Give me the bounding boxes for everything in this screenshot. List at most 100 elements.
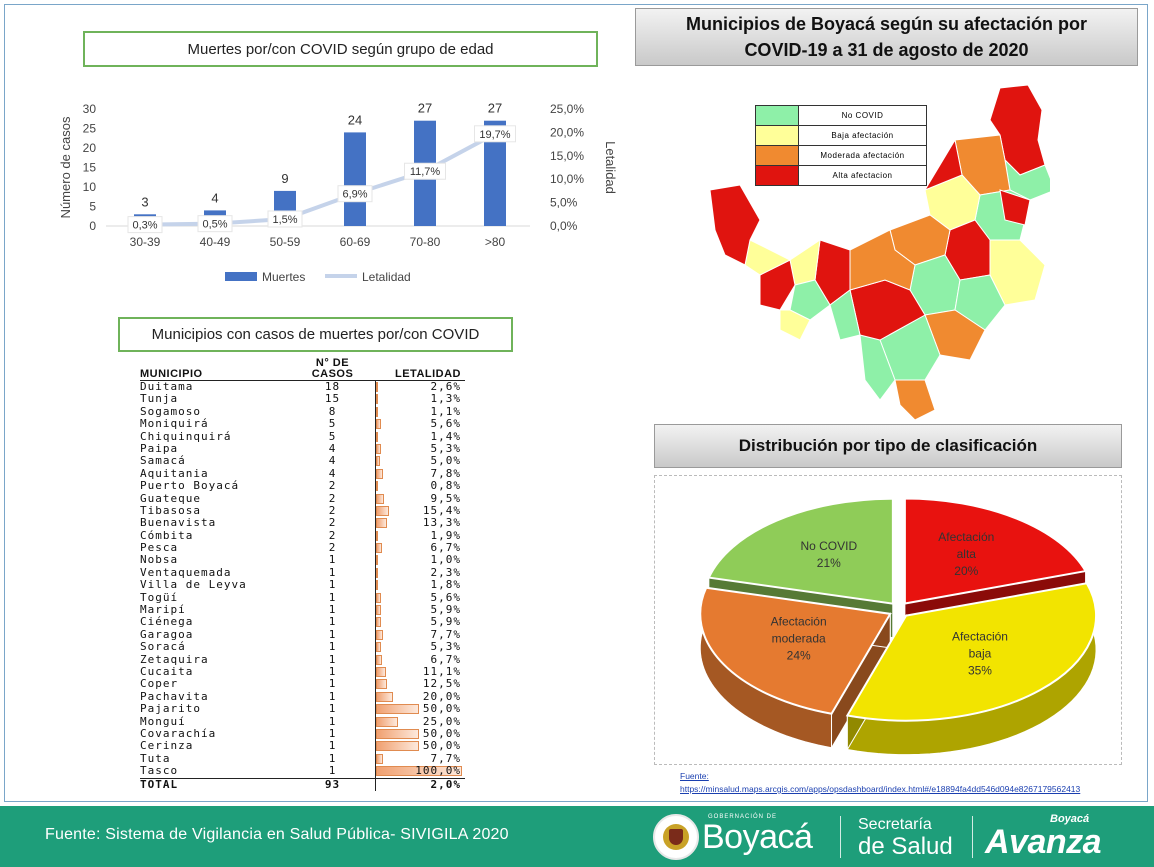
legend-swatch-letalidad [325,274,357,278]
map-legend: No COVID Baja afectación Moderada afectaci… [755,105,927,186]
letalidad-databar [376,493,385,504]
pie-label: baja [969,646,992,660]
map-region-west-5 [789,279,831,321]
table-row: Puerto Boyacá 2 0,8% [140,479,465,493]
municipio-cell: Villa de Leyva [140,578,247,592]
line-value-label: 11,7% [410,166,441,178]
bar-value-label: 27 [488,101,502,116]
letalidad-cell: 1,1% [375,405,463,419]
municipio-cell: Tibasosa [140,503,201,517]
municipio-cell: Pachavita [140,689,209,703]
casos-cell: 2 [328,541,337,555]
casos-cell: 1 [328,603,337,617]
pie-slice [699,586,892,715]
municipio-cell: Moniquirá [140,417,209,431]
map-title-text: Municipios de Boyacá según su afectación… [685,14,1088,60]
boyaca-logo-text: Boyacá [702,818,813,856]
map-region-north-west [923,138,963,192]
map-region-far-west [709,184,761,266]
casos-cell: 2 [328,516,337,530]
casos-cell: 1 [328,714,337,728]
letalidad-value: 5,3% [430,441,461,455]
x-tick-label: 60-69 [340,235,371,249]
municipio-cell: Paipa [140,441,179,455]
bar-chart-title-text: Muertes por/con COVID según grupo de eda… [187,40,494,58]
avanza-top-text: Boyacá [1050,813,1090,825]
map-legend-label: Moderada afectación [820,151,905,160]
pie-slice [903,497,1088,605]
letalidad-databar [376,592,381,603]
casos-cell: 1 [328,764,337,778]
pie-label: 35% [968,663,992,677]
casos-cell: 5 [328,417,337,431]
table-row: Buenavista 2 13,3% [140,516,465,530]
letalidad-cell: 6,7% [375,652,463,666]
letalidad-databar [376,481,378,492]
municipio-cell: Puerto Boyacá [140,479,240,493]
table-row: Pesca 2 6,7% [140,541,465,555]
letalidad-cell: 50,0% [375,702,463,716]
casos-cell: 1 [328,702,337,716]
letalidad-value: 9,5% [430,491,461,505]
municipio-cell: Sogamoso [140,404,201,418]
letalidad-databar [376,580,378,591]
x-tick-label: 70-80 [410,235,441,249]
col-casos-header-line2: CASOS [311,368,354,380]
y-tick-label: 15 [83,161,97,175]
letalidad-databar [376,382,379,392]
table-row: Pajarito 1 50,0% [140,702,465,716]
municipio-cell: Togüí [140,590,179,604]
table-row: Pachavita 1 20,0% [140,689,465,704]
line-label-box [474,125,516,143]
pie-slice [845,582,1098,722]
table-row: Guateque 2 9,5% [140,491,465,505]
letalidad-value: 6,7% [430,652,461,666]
casos-cell: 4 [328,441,337,455]
bar-muertes [344,132,366,226]
map-legend-item: Alta afectacion [756,166,926,185]
letalidad-cell: 0,8% [375,479,463,493]
casos-cell: 1 [328,739,337,753]
map-legend-item: No COVID [756,106,926,126]
table-row: Tunja 15 1,3% [140,392,465,406]
footer-bar: Fuente: Sistema de Vigilancia en Salud P… [0,806,1154,867]
letalidad-value: 1,9% [430,528,461,542]
letalidad-cell: 1,4% [375,429,463,443]
y2-tick-label: 0,0% [550,219,578,233]
y-tick-label: 0 [89,219,96,233]
letalidad-value: 50,0% [422,739,461,753]
table-title-text: Municipios con casos de muertes por/con … [151,326,480,343]
letalidad-cell: 7,8% [375,466,463,481]
letalidad-value: 15,4% [422,503,461,517]
table-total-row: TOTAL 93 2,0% [140,777,465,791]
bar-value-label: 27 [418,101,432,116]
gobernacion-text: GOBERNACIÓN DE [708,814,778,820]
table-row: Soracá 1 5,3% [140,640,465,654]
letalidad-value: 1,4% [430,429,461,443]
letalidad-databar [376,518,388,529]
casos-cell: 4 [328,454,337,468]
casos-cell: 1 [328,565,337,579]
letalidad-databar [376,555,378,566]
deaths-table: MUNICIPIO N° DE CASOS LETALIDAD Duitama 1… [140,355,465,791]
letalidad-cell: 1,9% [375,528,463,543]
casos-cell: 8 [328,404,337,418]
source-url-link[interactable]: https://minsalud.maps.arcgis.com/apps/op… [680,784,1081,794]
letalidad-value: 5,6% [430,417,461,431]
y-axis-title: Número de casos [60,116,73,218]
municipio-cell: Cómbita [140,528,194,542]
letalidad-databar [376,642,381,653]
letalidad-databar [376,394,378,405]
pie-label: No COVID [800,539,857,553]
letalidad-value: 5,9% [430,615,461,629]
table-row: Cómbita 2 1,9% [140,528,465,543]
y2-tick-label: 25,0% [550,102,584,116]
letalidad-databar [376,406,378,417]
y2-axis-title: Letalidad [603,141,618,194]
table-row: Chiquinquirá 5 1,4% [140,429,465,443]
map-legend-swatch [756,106,799,125]
casos-cell: 1 [328,664,337,678]
line-label-box [267,210,303,228]
letalidad-databar [376,741,419,752]
letalidad-value: 7,8% [430,466,461,480]
